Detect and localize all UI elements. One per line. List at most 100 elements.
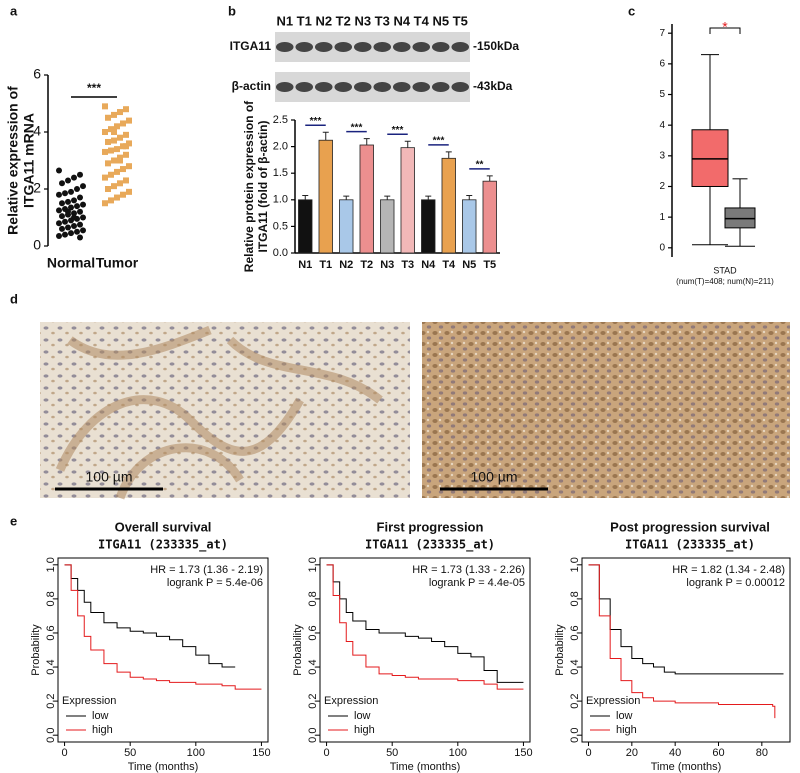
- point: [117, 180, 123, 187]
- point: [74, 228, 80, 235]
- point: [102, 148, 108, 155]
- significance-label: ***: [433, 136, 445, 147]
- blot-band: [295, 82, 314, 92]
- legend-label: high: [616, 724, 637, 736]
- plot-subtitle: ITGA11 (233335_at): [98, 538, 228, 553]
- point: [123, 177, 129, 184]
- error-bar: [343, 195, 350, 200]
- point: [56, 233, 62, 240]
- y-tick-label: 3: [659, 150, 665, 161]
- legend-label: low: [92, 710, 109, 722]
- bar: [421, 199, 436, 254]
- plot-frame: [57, 557, 269, 743]
- x-axis-label: Time (months): [390, 761, 461, 773]
- blot-band: [451, 42, 470, 52]
- point: [71, 214, 77, 221]
- point: [126, 188, 132, 195]
- blot-band: [353, 42, 372, 52]
- significance-label: ***: [310, 116, 322, 127]
- x-tick-label: T2: [360, 259, 373, 271]
- point: [117, 109, 123, 116]
- plot-frame: [319, 557, 531, 743]
- y-tick-label: 0: [659, 242, 665, 253]
- y-tick-label: 0.0: [307, 728, 319, 743]
- y-axis-label: ITGA11 (fold of β-actin): [256, 121, 270, 253]
- legend-title: Expression: [586, 695, 640, 707]
- point: [59, 213, 65, 220]
- x-tick-label: 0: [62, 747, 68, 759]
- point: [71, 174, 77, 181]
- blot-band: [392, 42, 411, 52]
- x-tick-label: 80: [756, 747, 768, 759]
- x-tick-label: T5: [483, 259, 496, 271]
- y-tick-label: 0.8: [307, 591, 319, 606]
- x-tick-label: T1: [319, 259, 332, 271]
- scale-bar-label: 100 µm: [86, 469, 133, 485]
- point: [102, 200, 108, 207]
- panel-letter: c: [628, 3, 635, 18]
- point: [105, 186, 111, 192]
- point: [123, 151, 129, 158]
- point: [74, 203, 80, 210]
- plot-title: Post progression survival: [610, 519, 770, 534]
- plot-subtitle: ITGA11 (233335_at): [365, 538, 495, 553]
- point: [68, 188, 74, 195]
- point: [62, 218, 68, 225]
- lane-label: T5: [453, 13, 468, 28]
- point: [71, 197, 77, 204]
- point: [68, 230, 74, 237]
- significance-bracket: [709, 27, 741, 34]
- plot-title: First progression: [377, 519, 484, 534]
- bar: [380, 199, 395, 254]
- y-tick-label: 5: [659, 89, 665, 100]
- point: [120, 120, 126, 127]
- x-tick-label: T4: [442, 259, 456, 271]
- point: [65, 198, 71, 205]
- y-tick-label: 0: [33, 237, 41, 253]
- point: [120, 191, 126, 198]
- survival-curve: [326, 564, 524, 690]
- bar: [318, 139, 333, 254]
- y-tick-label: 0.5: [273, 220, 288, 232]
- point: [126, 163, 132, 170]
- significance-label: *: [722, 19, 728, 35]
- y-tick-label: 2.5: [273, 114, 288, 126]
- gland-shapes: [55, 325, 383, 500]
- point: [80, 201, 86, 208]
- y-tick-label: 0.6: [45, 625, 57, 640]
- y-tick-label: 1.0: [569, 557, 581, 572]
- y-tick-label: 0.2: [569, 693, 581, 708]
- y-tick-label: 0.4: [569, 659, 581, 674]
- point: [108, 171, 114, 178]
- blot-band: [392, 82, 411, 92]
- panel-letter: d: [10, 291, 18, 306]
- x-tick-label: N1: [298, 259, 312, 271]
- error-bar: [363, 138, 370, 146]
- blot-band: [275, 82, 294, 92]
- y-axis-label: ITGA11 mRNA: [21, 113, 37, 208]
- lane-label: T3: [375, 13, 390, 28]
- point: [114, 146, 120, 153]
- point: [80, 183, 86, 190]
- significance-label: ***: [351, 122, 363, 133]
- point: [111, 137, 117, 144]
- point: [59, 200, 65, 207]
- y-tick-label: 6: [659, 58, 665, 69]
- blot-band: [295, 42, 314, 52]
- plot-frame: [581, 557, 791, 743]
- blot-size-label: -150kDa: [473, 39, 519, 53]
- point: [80, 227, 86, 234]
- blot-band: [373, 42, 392, 52]
- blot-band: [412, 82, 431, 92]
- point: [102, 129, 108, 135]
- point: [120, 166, 126, 173]
- y-tick-label: 0.8: [569, 591, 581, 606]
- y-tick-label: 2.0: [273, 141, 288, 153]
- point: [62, 231, 68, 238]
- x-tick-label: N5: [462, 259, 476, 271]
- blot-band: [431, 82, 450, 92]
- box: [724, 207, 756, 229]
- bar: [359, 144, 374, 254]
- bar: [482, 180, 497, 254]
- point: [114, 168, 120, 175]
